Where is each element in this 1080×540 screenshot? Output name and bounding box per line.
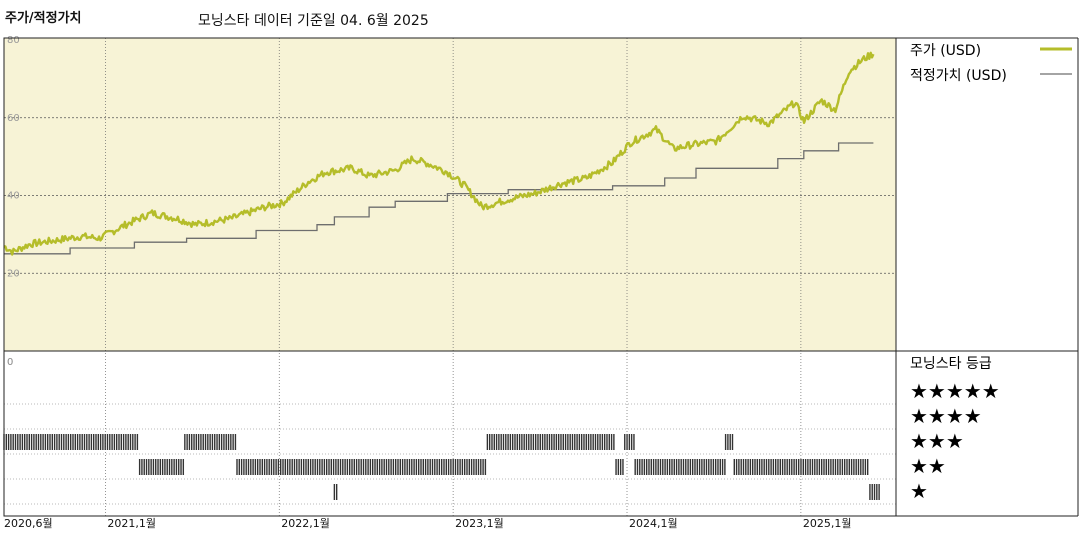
rating-grid-lines — [4, 403, 896, 505]
x-tick-label: 2022,1월 — [281, 517, 330, 530]
fair-value-series-line — [4, 142, 874, 255]
legend-price-label: 주가 (USD) — [910, 43, 981, 59]
x-tick-label: 2025,1월 — [803, 517, 852, 530]
rating-bar — [333, 484, 338, 500]
plot-border — [3, 37, 897, 517]
rating-level-label: ★★★★★ — [910, 379, 1000, 403]
x-tick-labels: 2020,6월 2021,1월 2022,1월 2023,1월 2024,1월 2025,… — [4, 517, 851, 530]
rating-bar — [724, 434, 734, 450]
rating-bar — [615, 459, 624, 475]
rating-bar — [184, 434, 237, 450]
rating-bar — [624, 434, 635, 450]
chart-title: 주가/적정가치 — [5, 11, 82, 26]
y-tick-label: 20 — [7, 268, 20, 279]
y-tick-label: 80 — [7, 35, 20, 46]
chart-frame — [3, 37, 1079, 517]
rating-bar — [3, 434, 139, 450]
rating-level-label: ★★ — [910, 454, 946, 478]
x-tick-label: 2020,6월 — [4, 517, 53, 530]
rating-bar — [733, 459, 869, 475]
rating-level-label: ★★★★ — [910, 404, 982, 428]
y-tick-label: 40 — [7, 191, 20, 202]
rating-axis-label: 0 — [7, 357, 13, 368]
rating-level-label: ★★★ — [910, 429, 964, 453]
x-tick-label: 2021,1월 — [107, 517, 156, 530]
rating-bar — [236, 459, 487, 475]
x-tick-label: 2023,1월 — [455, 517, 504, 530]
x-tick-label: 2024,1월 — [629, 517, 678, 530]
rating-bar — [869, 484, 880, 500]
y-tick-label: 0 — [7, 357, 13, 368]
rating-bars — [3, 434, 880, 500]
price-series-line — [3, 51, 875, 256]
rating-bar — [634, 459, 726, 475]
rating-star-labels: ★★★★★★★★★★★★★★★ — [910, 379, 1000, 503]
price-panel-background — [4, 38, 896, 351]
rating-level-label: ★ — [910, 479, 928, 503]
data-date-caption: 모닝스타 데이터 기준일 04. 6월 2025 — [198, 13, 429, 29]
legend-fair-value-label: 적정가치 (USD) — [910, 68, 1007, 84]
rating-bar — [138, 459, 185, 475]
y-tick-label: 60 — [7, 113, 20, 124]
rating-bar — [486, 434, 615, 450]
rating-panel-title: 모닝스타 등급 — [910, 356, 992, 372]
grid-lines — [4, 38, 896, 516]
